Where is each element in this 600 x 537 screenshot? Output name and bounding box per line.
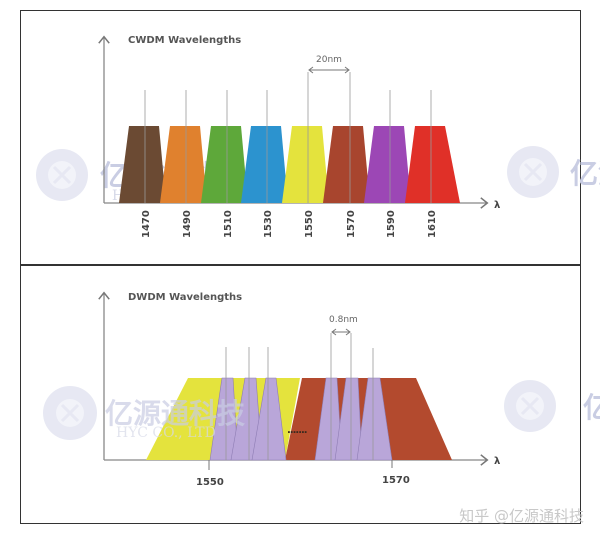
dwdm-channel-group-1550 xyxy=(209,377,287,461)
dwdm-spacing-label: 0.8nm xyxy=(329,315,358,325)
cwdm-channel-1530 xyxy=(241,90,288,203)
cwdm-channel-1570 xyxy=(323,72,370,203)
cwdm-tick-label: 1490 xyxy=(182,210,193,238)
dwdm-channel-group-1570 xyxy=(314,377,393,461)
dwdm-tick-label: 1570 xyxy=(382,475,410,486)
watermark-logo-icon xyxy=(43,386,97,440)
watermark-text: 亿源通科技 xyxy=(570,157,600,190)
credit-text: 知乎 @亿源通科技 xyxy=(459,507,584,525)
cwdm-title: CWDM Wavelengths xyxy=(128,35,241,46)
cwdm-channel-1470 xyxy=(119,90,166,203)
cwdm-spacing-label: 20nm xyxy=(316,55,342,65)
cwdm-tick-label: 1610 xyxy=(427,210,438,238)
cwdm-tick-label: 1570 xyxy=(346,210,357,238)
watermark-logo-icon xyxy=(504,380,556,432)
cwdm-tick-label: 1530 xyxy=(263,210,274,238)
cwdm-tick-label: 1590 xyxy=(386,210,397,238)
cwdm-lambda-symbol: λ xyxy=(494,200,501,211)
cwdm-tick-label: 1550 xyxy=(304,210,315,238)
watermark-text: 亿源通科技 xyxy=(583,391,600,424)
dwdm-title: DWDM Wavelengths xyxy=(128,292,242,303)
cwdm-tick-label: 1510 xyxy=(223,210,234,238)
dwdm-tick-label: 1550 xyxy=(196,477,224,488)
watermark-subtext: HYC CO., LTD xyxy=(116,425,216,441)
watermark-logo-icon xyxy=(36,149,88,201)
dwdm-lambda-symbol: λ xyxy=(494,456,501,467)
watermark-text: 亿源通科技 xyxy=(105,397,245,430)
dwdm-panel xyxy=(20,265,581,524)
cwdm-channel-1610 xyxy=(405,90,460,203)
dwdm-ellipsis: ....... xyxy=(287,425,307,436)
watermark-logo-icon xyxy=(507,146,559,198)
cwdm-channel-1490 xyxy=(160,90,207,203)
cwdm-channel-1510 xyxy=(201,90,248,203)
cwdm-tick-label: 1470 xyxy=(141,210,152,238)
cwdm-channel-1590 xyxy=(364,90,411,203)
cwdm-channel-1550 xyxy=(282,72,329,203)
